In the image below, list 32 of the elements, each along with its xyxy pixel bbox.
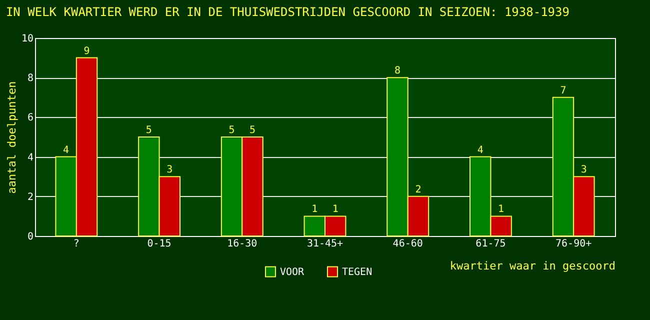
data-label: 1 — [312, 204, 318, 216]
data-label: 1 — [498, 204, 504, 216]
x-tick-label: 16-30 — [227, 238, 258, 250]
data-label: 3 — [580, 164, 587, 176]
x-tick-label: ? — [73, 238, 80, 250]
y-axis-title: aantal doelpunten — [5, 81, 18, 194]
data-label: 4 — [477, 144, 484, 156]
x-tick-label: 0-15 — [147, 238, 172, 250]
data-label: 5 — [228, 125, 235, 136]
data-label: 4 — [63, 144, 70, 156]
x-tick-label: 31-45+ — [306, 238, 344, 250]
data-label: 1 — [332, 204, 338, 216]
x-tick-label: 61-75 — [476, 238, 506, 250]
x-tick-label: 76-90+ — [556, 238, 592, 250]
y-tick-label: 4 — [27, 152, 34, 164]
data-label: 3 — [166, 164, 173, 176]
data-label: 9 — [84, 46, 90, 57]
chart-title: IN WELK KWARTIER WERD ER IN DE THUISWEDSTRIJDEN GESCOORD IN SEIZOEN: 1938-1939 — [6, 5, 570, 19]
data-label: 5 — [146, 125, 152, 136]
data-label: 8 — [394, 66, 401, 77]
y-tick-label: 10 — [21, 34, 34, 44]
x-tick-label: 46-60 — [392, 238, 423, 250]
legend-label: TEGEN — [342, 266, 372, 278]
legend-label: VOOR — [280, 266, 306, 278]
x-axis-title: kwartier waar in gescoord — [450, 260, 616, 272]
y-tick-label: 6 — [27, 112, 34, 124]
y-tick-label: 8 — [27, 73, 34, 84]
y-tick-label: 2 — [27, 192, 34, 203]
data-label: 7 — [560, 85, 566, 96]
y-tick-label: 0 — [27, 232, 34, 242]
data-label: 5 — [249, 125, 256, 136]
data-label: 2 — [415, 184, 422, 196]
